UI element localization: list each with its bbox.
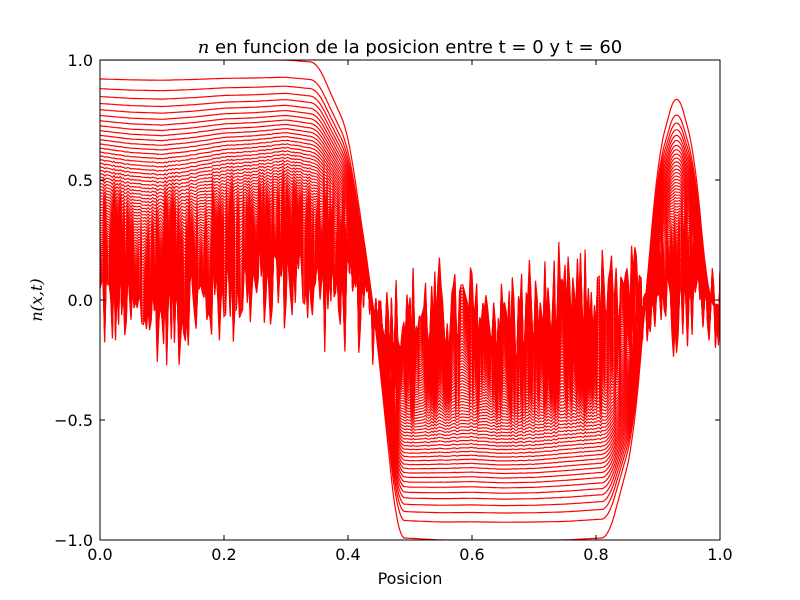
profile-curve <box>100 128 720 470</box>
profile-curve <box>100 187 720 409</box>
ticks-group: 0.0 0.2 0.4 0.6 0.8 1.0 −1.0 −0.5 0.0 0.5 1.0 <box>54 51 733 564</box>
y-tick-label: 1.0 <box>68 51 93 70</box>
profile-curve <box>100 162 720 435</box>
profile-curve <box>100 185 720 411</box>
profile-curve <box>100 104 720 494</box>
profile-curve <box>100 182 720 413</box>
y-tick-label: 0.5 <box>68 171 93 190</box>
x-axis-label: Posicion <box>378 569 443 588</box>
profile-curve <box>100 193 720 404</box>
x-tick-label: 0.6 <box>459 545 484 564</box>
y-tick-label: −1.0 <box>54 531 93 550</box>
profile-curve <box>100 150 720 448</box>
chart-title-symbol: n <box>198 37 210 58</box>
profile-curve <box>100 123 720 475</box>
chart-title-rest: en funcion de la posicion entre t = 0 y … <box>209 37 622 58</box>
profile-curve <box>100 156 720 441</box>
x-tick-label: 0.4 <box>335 545 360 564</box>
profile-curve <box>100 165 720 432</box>
x-tick-label: 0.0 <box>87 545 112 564</box>
profile-curve <box>100 230 720 366</box>
profile-curve <box>100 153 720 444</box>
profile-curve <box>100 180 720 416</box>
y-axis-label: n(x,t) <box>27 278 46 321</box>
x-tick-label: 0.8 <box>583 545 608 564</box>
profile-curve <box>100 189 720 406</box>
profile-curve <box>100 99 720 500</box>
profile-curve <box>100 132 720 466</box>
profile-curve <box>100 114 720 484</box>
profile-curve <box>100 170 720 426</box>
profile-curve <box>100 199 720 398</box>
profile-curve <box>100 175 720 421</box>
y-tick-label: −0.5 <box>54 411 93 430</box>
profile-curve <box>100 85 720 514</box>
profile-curve <box>100 119 720 479</box>
profile-curve <box>100 173 720 424</box>
profile-curve <box>100 167 720 429</box>
profile-curve <box>100 195 720 402</box>
profile-curve <box>100 92 720 507</box>
profile-curve <box>100 139 720 458</box>
profile-curve <box>100 178 720 418</box>
profile-curve <box>100 146 720 451</box>
x-tick-label: 0.2 <box>211 545 236 564</box>
profile-curve <box>100 76 720 523</box>
chart-title: n en funcion de la posicion entre t = 0 … <box>198 37 623 58</box>
x-tick-label: 1.0 <box>707 545 732 564</box>
curves-group <box>100 60 720 540</box>
profile-curve <box>100 143 720 455</box>
profile-curve <box>100 135 720 462</box>
profile-curve <box>100 159 720 438</box>
profile-curve <box>100 60 720 540</box>
profile-curve <box>100 109 720 489</box>
y-tick-label: 0.0 <box>68 291 93 310</box>
profile-curve <box>100 197 720 400</box>
